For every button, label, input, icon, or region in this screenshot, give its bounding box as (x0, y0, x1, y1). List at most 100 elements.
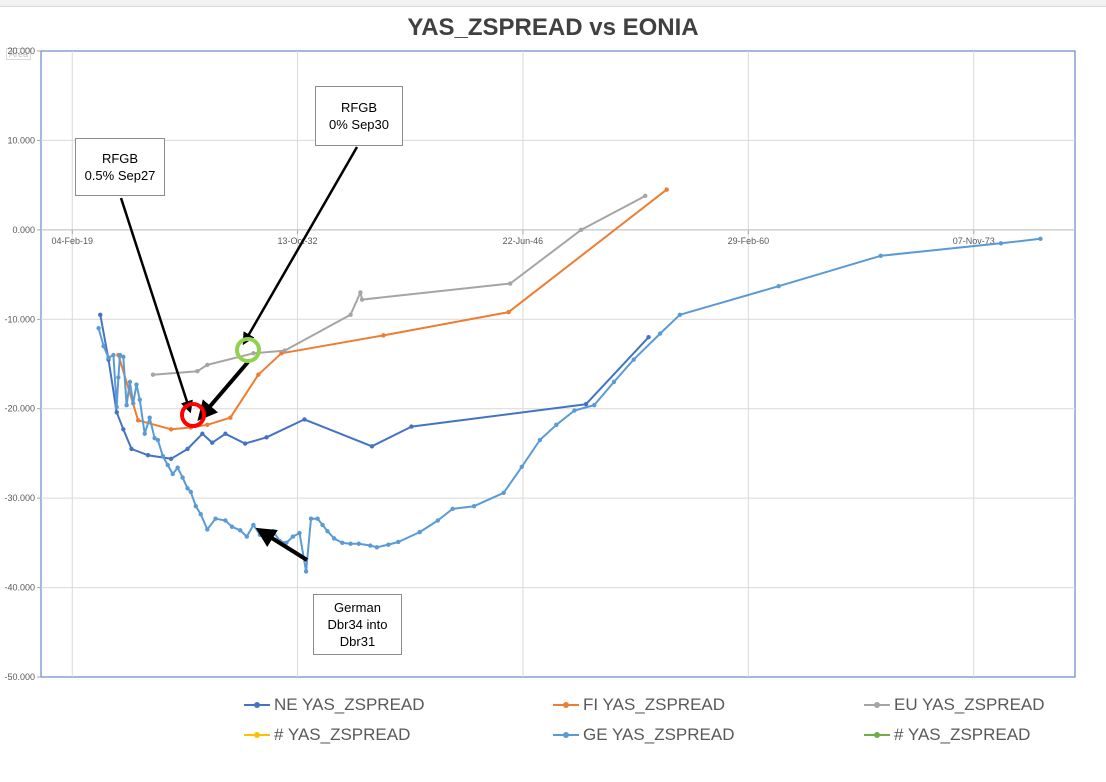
data-point (142, 431, 147, 436)
legend-label: FI YAS_ZSPREAD (583, 695, 726, 714)
data-point (657, 331, 663, 336)
data-point (471, 503, 477, 509)
data-point (238, 528, 243, 533)
legend-label: # YAS_ZSPREAD (894, 725, 1031, 744)
data-point (134, 382, 139, 387)
data-point (308, 516, 314, 521)
legend-item: EU YAS_ZSPREAD (864, 695, 1045, 715)
legend-swatch-marker (563, 702, 569, 708)
data-point (193, 503, 198, 509)
legend-swatch (244, 700, 270, 710)
data-point (537, 437, 543, 443)
data-point (381, 333, 386, 338)
data-point (175, 465, 180, 470)
callout-german-dbr: German Dbr34 into Dbr31 (313, 594, 402, 655)
data-point (356, 541, 361, 546)
data-point (117, 352, 123, 358)
data-point (677, 312, 683, 318)
y-tick-label: -40.000 (4, 583, 35, 593)
data-point (223, 431, 228, 436)
data-point (284, 540, 289, 546)
callout-line: 0% Sep30 (329, 117, 389, 132)
highlight-circle-green (235, 337, 261, 363)
legend-item: GE YAS_ZSPREAD (553, 725, 734, 745)
data-point (135, 418, 141, 423)
data-point (213, 516, 218, 521)
legend-item: NE YAS_ZSPREAD (244, 695, 425, 715)
callout-line: 0.5% Sep27 (84, 168, 156, 183)
data-point (127, 379, 133, 385)
data-point (340, 540, 345, 546)
data-point (270, 529, 276, 534)
data-point (501, 490, 506, 495)
data-point (242, 441, 248, 446)
data-point (368, 543, 373, 548)
x-tick-label: 22-Jun-46 (503, 236, 544, 246)
data-point (244, 534, 250, 539)
data-point (643, 193, 648, 199)
data-point (96, 326, 101, 331)
data-point (409, 424, 414, 429)
series-line-2 (152, 195, 646, 376)
data-point (170, 471, 175, 477)
data-point (358, 290, 363, 295)
y-tick-label: -20.000 (4, 404, 35, 414)
legend-swatch (864, 730, 890, 740)
data-point (359, 297, 365, 302)
data-point (229, 524, 235, 529)
y-tick-label: -30.000 (4, 493, 35, 503)
legend-swatch-marker (874, 702, 880, 708)
data-point (198, 512, 203, 517)
data-point (150, 372, 156, 377)
y-tick-label: 10.000 (7, 135, 35, 145)
arrow-rfgb-sep30 (242, 146, 359, 346)
data-point (145, 453, 151, 458)
data-point (583, 402, 589, 407)
data-point (195, 368, 200, 374)
series-line-0 (99, 314, 650, 460)
data-point (297, 530, 302, 536)
y-tick-label: -50.000 (4, 672, 35, 682)
legend-swatch-marker (563, 732, 569, 738)
y-tick-label: 20.000 (7, 46, 35, 56)
callout-line: Dbr34 into (327, 617, 388, 632)
callout-line: RFGB (340, 100, 378, 115)
legend-label: EU YAS_ZSPREAD (894, 695, 1045, 714)
data-point (348, 541, 353, 546)
highlight-circle-red (180, 402, 206, 428)
data-point (168, 427, 174, 432)
data-point (210, 440, 215, 445)
data-point (290, 534, 296, 539)
data-point (251, 351, 256, 356)
data-point (116, 375, 121, 380)
callout-line: Dbr31 (339, 634, 376, 649)
legend-swatch-marker (254, 732, 260, 738)
data-point (129, 446, 134, 452)
data-point (137, 397, 142, 402)
y-tick-label: 0.000 (12, 225, 35, 235)
data-point (578, 227, 584, 233)
plot-border (40, 50, 1076, 678)
data-point (188, 489, 194, 495)
legend-swatch (864, 700, 890, 710)
data-point (331, 536, 337, 541)
data-point (279, 351, 284, 356)
arrow-rfgb-sep27 (119, 197, 193, 414)
data-point (205, 362, 210, 368)
data-point (646, 334, 651, 340)
data-point (147, 415, 152, 420)
data-point (396, 539, 401, 545)
data-point (369, 444, 375, 449)
data-point (998, 241, 1004, 246)
data-point (435, 518, 441, 523)
x-tick-label: 13-Oct-32 (278, 236, 318, 246)
legend-swatch (244, 730, 270, 740)
data-point (374, 545, 380, 550)
legend-label: NE YAS_ZSPREAD (274, 695, 425, 714)
legend-swatch-marker (254, 702, 260, 708)
data-point (223, 518, 228, 523)
data-point (180, 475, 185, 480)
data-point (228, 415, 233, 420)
data-point (325, 529, 330, 534)
